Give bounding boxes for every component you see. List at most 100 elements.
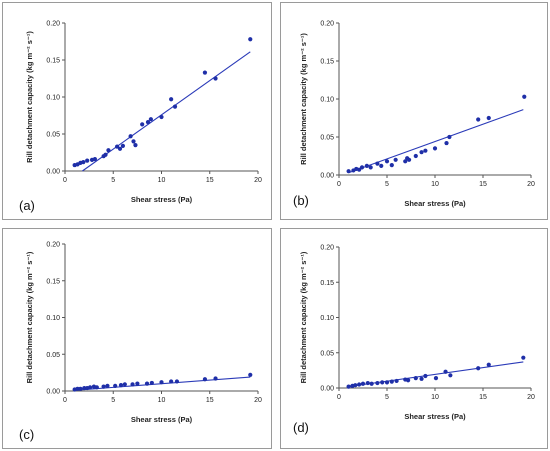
chart-panel-a: 0.00 0.05 0.10 0.15 0.20 0 5 10 15 20 Shear stress…: [2, 2, 272, 220]
x-tick-label: 10: [431, 181, 439, 188]
y-tick-label: 0.20: [320, 245, 334, 252]
data-point: [131, 139, 136, 144]
chart-panel-d: 0.00 0.05 0.10 0.15 0.20 0 5 10 15 20 Shear stress…: [280, 228, 548, 449]
data-point: [444, 140, 449, 146]
x-tick-label: 5: [385, 181, 389, 188]
data-point: [365, 380, 370, 386]
data-point: [148, 117, 153, 122]
y-tick-label: 0.00: [46, 169, 60, 176]
scatter-plot-b: 0.00 0.05 0.10 0.15 0.20 0 5 10 15 20 Shear stress…: [293, 21, 535, 209]
x-tick-label: 15: [206, 177, 214, 184]
y-tick-label: 0.00: [320, 386, 334, 393]
data-point: [144, 381, 150, 386]
data-point: [169, 379, 174, 384]
data-point: [432, 146, 438, 151]
data-point: [202, 70, 208, 75]
data-point: [145, 120, 151, 125]
data-point: [447, 134, 452, 140]
data-point: [369, 381, 374, 386]
data-point: [448, 373, 453, 378]
y-tick-label: 0.05: [320, 135, 334, 142]
data-point: [133, 143, 138, 148]
chart-panel-b: 0.00 0.05 0.10 0.15 0.20 0 5 10 15 20 Shear stress…: [280, 2, 548, 220]
data-point: [117, 146, 123, 151]
data-point: [135, 381, 140, 386]
x-axis-label: Shear stress (Pa): [131, 415, 193, 424]
chart-panel-c: 0.00 0.05 0.10 0.15 0.20 0 5 10 15 20 Shear stress…: [2, 228, 272, 449]
x-tick-label: 20: [254, 177, 262, 184]
y-tick-label: 0.10: [46, 95, 60, 102]
x-tick-label: 10: [431, 394, 439, 401]
panel-label: (a): [19, 198, 35, 213]
y-tick-label: 0.05: [320, 350, 334, 357]
data-point: [248, 37, 253, 42]
data-point: [101, 384, 106, 389]
data-point: [115, 144, 120, 149]
y-tick-label: 0.05: [46, 352, 60, 359]
data-point: [443, 369, 448, 374]
x-tick-label: 10: [158, 397, 166, 404]
y-tick-label: 0.15: [320, 59, 334, 66]
data-point: [522, 94, 527, 99]
x-tick-label: 15: [479, 181, 487, 188]
data-point: [213, 76, 218, 81]
data-point: [389, 163, 394, 168]
data-point: [486, 362, 491, 367]
data-point: [364, 163, 369, 168]
data-point: [75, 386, 80, 391]
data-point: [87, 385, 93, 390]
x-tick-label: 0: [337, 394, 341, 401]
panel-label: (b): [293, 193, 309, 208]
x-axis-label: Shear stress (Pa): [404, 412, 466, 421]
scatter-plot-c: 0.00 0.05 0.10 0.15 0.20 0 5 10 15 20 Shear stress…: [19, 242, 262, 443]
x-tick-label: 0: [63, 397, 67, 404]
data-point: [406, 157, 412, 162]
y-axis-label: Rill detachment capacity (kg m⁻² s⁻¹): [299, 33, 308, 165]
data-point: [413, 376, 418, 381]
data-point: [202, 377, 208, 382]
x-tick-label: 15: [206, 397, 214, 404]
x-tick-label: 20: [527, 181, 535, 188]
data-point: [423, 373, 428, 379]
trendline: [348, 109, 524, 174]
data-point: [113, 383, 118, 388]
scatter-plot-d: 0.00 0.05 0.10 0.15 0.20 0 5 10 15 20 Shear stress…: [293, 245, 535, 436]
data-point: [357, 382, 362, 387]
data-point: [359, 165, 365, 170]
y-tick-label: 0.20: [46, 21, 60, 28]
data-point: [122, 382, 127, 387]
data-point: [159, 114, 164, 120]
y-tick-label: 0.00: [320, 173, 334, 180]
data-point: [353, 383, 358, 388]
data-point: [85, 158, 90, 163]
y-tick-label: 0.15: [46, 58, 60, 65]
data-point: [375, 380, 380, 386]
x-tick-label: 20: [254, 397, 262, 404]
y-tick-label: 0.00: [46, 389, 60, 396]
y-tick-label: 0.10: [46, 315, 60, 322]
y-tick-label: 0.05: [46, 132, 60, 139]
y-tick-label: 0.15: [320, 280, 334, 287]
y-tick-label: 0.15: [46, 278, 60, 285]
data-point: [476, 366, 481, 371]
data-point: [82, 385, 87, 391]
data-point: [419, 376, 424, 381]
data-point: [149, 380, 154, 386]
data-point: [406, 378, 411, 383]
x-tick-label: 20: [527, 394, 535, 401]
data-point: [248, 372, 253, 377]
data-point: [130, 382, 135, 387]
scatter-plot-a: 0.00 0.05 0.10 0.15 0.20 0 5 10 15 20 Shear stress…: [19, 21, 262, 214]
data-point: [375, 161, 380, 166]
x-tick-label: 5: [111, 177, 115, 184]
data-point: [413, 153, 418, 159]
data-point: [423, 148, 428, 153]
trendline: [348, 361, 524, 388]
data-point: [521, 355, 526, 360]
data-point: [169, 97, 174, 102]
data-point: [476, 117, 481, 122]
x-tick-label: 5: [385, 394, 389, 401]
y-axis-label: Rill detachment capacity (kg m⁻² s⁻¹): [25, 251, 34, 383]
data-point: [379, 163, 384, 168]
panel-label: (c): [19, 427, 34, 442]
